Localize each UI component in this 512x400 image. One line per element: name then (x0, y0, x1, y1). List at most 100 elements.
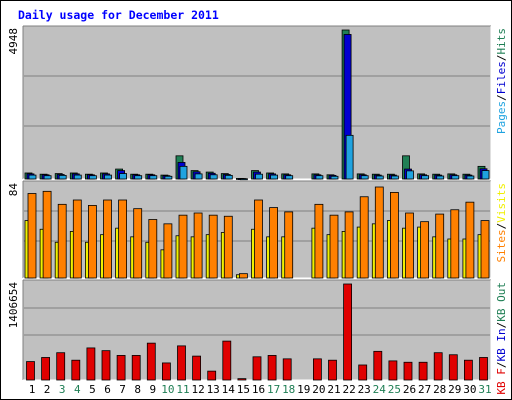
bar-pages-day-24 (375, 175, 384, 180)
x-tick-label-1: 1 (29, 383, 36, 396)
bar-kbf-day-6 (101, 350, 111, 381)
x-tick-label-23: 23 (358, 383, 371, 396)
bar-pages-day-2 (43, 175, 52, 180)
bar-sites-day-26 (405, 212, 414, 279)
bar-kbf-day-12 (192, 355, 202, 381)
bar-kbf-day-13 (207, 370, 217, 381)
bar-kbf-day-27 (418, 361, 428, 381)
bar-sites-day-1 (27, 193, 37, 279)
bar-sites-day-12 (193, 212, 203, 279)
bar-sites-day-23 (359, 196, 369, 279)
bar-sites-day-21 (329, 214, 339, 279)
legend-0-part-4: Hits (495, 28, 508, 55)
legend-0-part-3: / (495, 55, 508, 62)
panel-0-legend: Pages/Files/Hits (495, 28, 508, 134)
bar-pages-day-4 (73, 174, 82, 180)
bar-sites-day-3 (57, 203, 67, 279)
bar-kbf-day-29 (448, 354, 458, 381)
bar-sites-day-17 (269, 207, 279, 279)
legend-2-part-3: / (495, 322, 508, 329)
panel-0-max-label: 4948 (7, 28, 20, 55)
bar-pages-day-16 (255, 173, 263, 180)
bar-pages-day-30 (466, 175, 475, 180)
legend-2-part-0: KB F (495, 368, 508, 395)
bar-sites-day-22 (344, 211, 354, 279)
bar-pages-day-12 (194, 173, 203, 180)
x-tick-label-31: 31 (478, 383, 491, 396)
x-tick-label-20: 20 (312, 383, 325, 396)
bar-kbf-day-28 (433, 352, 443, 381)
bar-kbf-day-18 (282, 358, 292, 381)
x-tick-label-29: 29 (448, 383, 461, 396)
bar-kbf-day-14 (222, 340, 232, 381)
bar-pages-day-22 (345, 134, 354, 180)
chart-title: Daily usage for December 2011 (18, 8, 219, 22)
bar-pages-day-31 (481, 170, 490, 180)
x-tick-label-8: 8 (134, 383, 141, 396)
x-tick-label-30: 30 (463, 383, 476, 396)
bar-pages-day-21 (330, 175, 339, 180)
legend-2-part-1: / (495, 362, 508, 369)
legend-0-part-1: / (495, 94, 508, 101)
bar-sites-day-11 (178, 214, 188, 279)
bar-sites-day-30 (465, 201, 475, 279)
bar-pages-day-6 (104, 174, 112, 180)
bar-sites-day-10 (163, 223, 173, 279)
bar-kbf-day-22 (343, 283, 353, 381)
x-tick-label-28: 28 (433, 383, 446, 396)
bar-pages-day-26 (406, 170, 414, 180)
bar-kbf-day-20 (312, 358, 322, 381)
panel-0-background (23, 26, 491, 179)
x-tick-label-21: 21 (327, 383, 340, 396)
bar-kbf-day-5 (86, 347, 96, 381)
x-tick-label-14: 14 (222, 383, 236, 396)
bar-sites-day-4 (72, 199, 82, 279)
bar-pages-day-29 (451, 175, 460, 180)
bar-sites-day-28 (435, 213, 445, 279)
x-tick-label-18: 18 (282, 383, 295, 396)
legend-1-part-0: Sites (495, 229, 508, 262)
x-tick-label-11: 11 (176, 383, 189, 396)
x-tick-label-17: 17 (267, 383, 280, 396)
bar-pages-day-8 (134, 175, 143, 180)
bar-kbf-day-16 (252, 356, 262, 381)
x-tick-label-7: 7 (119, 383, 126, 396)
bar-kbf-day-26 (403, 361, 413, 381)
bar-pages-day-7 (119, 173, 127, 180)
bar-kbf-day-8 (131, 355, 141, 381)
bar-pages-day-28 (436, 175, 445, 180)
bar-sites-day-29 (450, 209, 460, 279)
x-tick-label-6: 6 (104, 383, 111, 396)
bar-sites-day-18 (284, 211, 294, 279)
bar-kbf-day-23 (358, 364, 368, 381)
bar-sites-day-2 (42, 190, 52, 279)
bar-sites-day-6 (103, 199, 112, 279)
x-tick-label-27: 27 (418, 383, 431, 396)
x-tick-label-25: 25 (388, 383, 401, 396)
x-tick-label-12: 12 (191, 383, 204, 396)
bar-sites-day-9 (148, 219, 158, 279)
bar-pages-day-17 (270, 174, 279, 180)
bar-kbf-day-2 (41, 357, 50, 381)
bar-pages-day-23 (360, 175, 369, 180)
x-tick-label-2: 2 (44, 383, 51, 396)
x-tick-label-4: 4 (74, 383, 81, 396)
bar-sites-day-8 (133, 208, 143, 279)
x-tick-label-15: 15 (237, 383, 250, 396)
x-tick-label-16: 16 (252, 383, 265, 396)
bar-kbf-day-1 (26, 361, 35, 381)
bar-pages-day-5 (89, 175, 97, 180)
bar-sites-day-27 (420, 221, 430, 279)
bar-pages-day-10 (164, 175, 173, 180)
bar-pages-day-18 (285, 175, 294, 180)
bar-sites-day-14 (223, 215, 233, 279)
bar-kbf-day-17 (267, 355, 277, 381)
bar-sites-day-16 (254, 199, 263, 279)
bar-pages-day-13 (209, 174, 218, 180)
bar-sites-day-31 (480, 220, 490, 279)
bar-pages-day-14 (224, 174, 233, 180)
bar-kbf-day-24 (373, 350, 383, 381)
bar-kbf-day-10 (161, 362, 171, 381)
bar-pages-day-9 (149, 175, 158, 180)
